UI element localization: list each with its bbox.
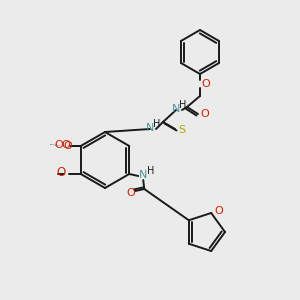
- Text: methoxy: methoxy: [50, 144, 56, 145]
- Text: N: N: [172, 104, 180, 114]
- Text: O: O: [56, 167, 66, 179]
- Text: O: O: [200, 109, 209, 119]
- Text: H: H: [147, 166, 154, 176]
- Text: O: O: [214, 206, 223, 216]
- Text: N: N: [139, 170, 147, 180]
- Text: O: O: [54, 140, 63, 150]
- Text: O: O: [61, 140, 70, 150]
- Text: H: H: [153, 119, 161, 129]
- Text: O: O: [201, 79, 210, 89]
- Text: methoxy: methoxy: [55, 145, 61, 146]
- Text: O: O: [63, 141, 72, 151]
- Text: O: O: [127, 188, 136, 198]
- Text: N: N: [146, 123, 154, 133]
- Text: H: H: [179, 100, 187, 110]
- Text: S: S: [178, 125, 185, 135]
